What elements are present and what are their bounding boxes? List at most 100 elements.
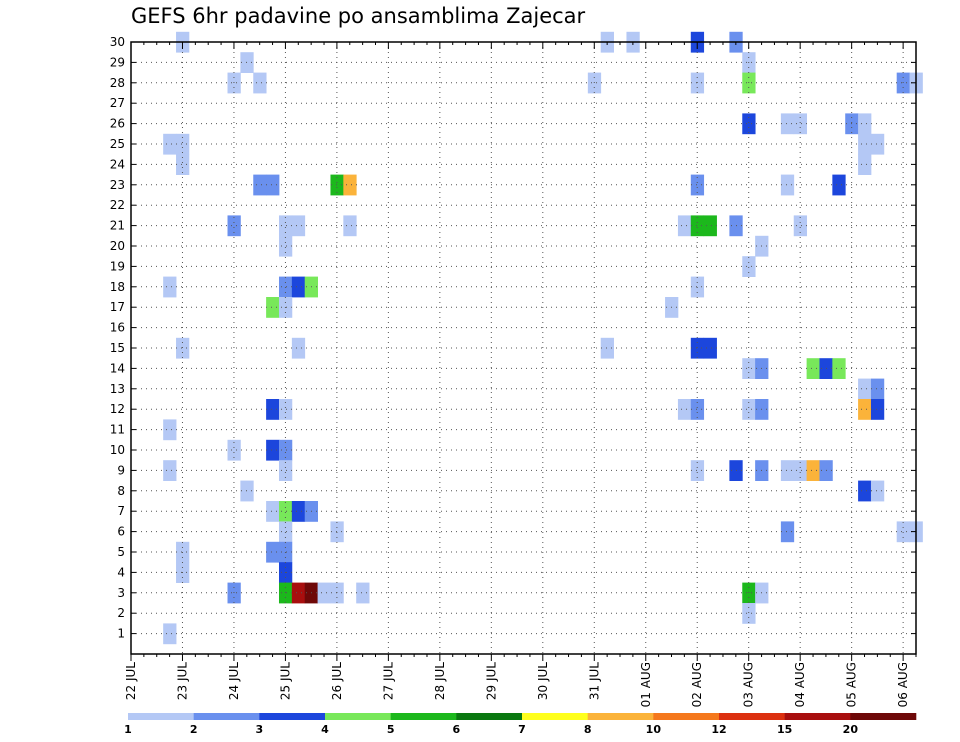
heatmap-cell [780, 113, 795, 135]
heatmap-cell [343, 174, 357, 196]
heatmap-cell [677, 399, 692, 420]
heatmap-cell [690, 174, 705, 196]
heatmap-cell [677, 215, 692, 237]
y-tick-label: 6 [117, 525, 125, 539]
heatmap-cell [330, 521, 344, 543]
x-tick-label: 26 JUL [330, 662, 344, 700]
legend-swatch [456, 713, 523, 720]
heatmap-cell [278, 460, 293, 481]
heatmap-cell [266, 501, 280, 522]
x-tick-label: 22 JUL [124, 662, 138, 700]
legend-label: 8 [584, 723, 592, 736]
heatmap-cell [870, 480, 885, 502]
legend-swatch [653, 713, 720, 720]
heatmap-cell [266, 399, 280, 420]
heatmap-cell [291, 582, 306, 604]
legend: 1 2 3 4 5 6 7 8 10 12 15 20 [124, 713, 917, 736]
x-axis: 22 JUL 23 JUL 24 JUL 25 JUL 26 JUL 27 JUL 28 J… [124, 42, 917, 707]
y-tick-label: 25 [110, 137, 125, 151]
heatmap-cell [858, 378, 872, 400]
legend-label: 6 [453, 723, 461, 736]
y-tick-label: 8 [117, 484, 125, 498]
legend-swatch [259, 713, 326, 720]
legend-label: 7 [518, 723, 526, 736]
heatmap-cell [793, 460, 808, 481]
heatmap-cell [600, 337, 614, 359]
heatmap-cell [253, 72, 267, 94]
heatmap-cell [742, 358, 756, 379]
y-tick-label: 18 [110, 280, 125, 294]
x-tick-label: 23 JUL [175, 662, 189, 700]
y-tick-label: 10 [110, 443, 125, 457]
y-tick-label: 19 [110, 259, 125, 273]
heatmap-cell [742, 256, 756, 277]
heatmap-cell [278, 215, 293, 237]
legend-label: 1 [124, 723, 132, 736]
y-tick-label: 13 [110, 382, 125, 396]
x-tick-label: 02 AUG [690, 662, 704, 707]
heatmap-cell [832, 174, 846, 196]
heatmap-cell [690, 337, 705, 359]
y-tick-label: 15 [110, 341, 125, 355]
heatmap-cell [793, 215, 808, 237]
heatmap-cell [703, 337, 717, 359]
heatmap-cell [858, 113, 872, 135]
heatmap-cell [163, 623, 177, 645]
heatmap-cell [793, 113, 808, 135]
heatmap-cell [870, 378, 885, 400]
heatmap-cell [317, 582, 331, 604]
legend-swatch [719, 713, 785, 720]
heatmap-cell [806, 358, 820, 379]
cells-layer [163, 31, 923, 645]
heatmap-cell [278, 439, 293, 461]
legend-label: 3 [256, 723, 264, 736]
heatmap-cell [278, 501, 293, 522]
heatmap-cell [858, 399, 872, 420]
y-tick-label: 4 [117, 565, 125, 579]
y-tick-label: 14 [110, 361, 125, 375]
legend-swatch [193, 713, 260, 720]
chart-title: GEFS 6hr padavine po ansamblima Zajecar [131, 4, 586, 28]
x-tick-label: 03 AUG [742, 662, 756, 707]
x-tick-label: 01 AUG [639, 662, 653, 707]
y-tick-label: 20 [110, 239, 125, 253]
y-tick-label: 30 [110, 35, 125, 49]
legend-swatch [784, 713, 851, 720]
heatmap-cell [227, 439, 241, 461]
legend-swatch [850, 713, 917, 720]
legend-label: 10 [646, 723, 662, 736]
y-tick-label: 7 [117, 504, 125, 518]
heatmap-cell [278, 235, 293, 257]
legend-swatch [325, 713, 391, 720]
heatmap-cell [356, 582, 370, 604]
heatmap-cell [163, 419, 177, 441]
heatmap-cell [266, 541, 280, 563]
y-tick-label: 2 [117, 606, 125, 620]
heatmap-cell [703, 215, 717, 237]
x-tick-label: 27 JUL [381, 662, 395, 700]
legend-label: 4 [321, 723, 329, 736]
heatmap-cell [163, 133, 177, 155]
y-tick-label: 11 [110, 423, 125, 437]
x-tick-label: 24 JUL [227, 662, 241, 700]
x-tick-label: 05 AUG [845, 662, 859, 707]
y-tick-label: 5 [117, 545, 125, 559]
heatmap-cell [227, 215, 241, 237]
heatmap-cell [266, 439, 280, 461]
heatmap-cell [742, 399, 756, 420]
heatmap-cell [291, 215, 306, 237]
heatmap-cell [870, 399, 885, 420]
heatmap-cell [832, 358, 846, 379]
legend-swatch [587, 713, 654, 720]
heatmap-cell [291, 501, 306, 522]
heatmap-cell [742, 113, 756, 135]
heatmap-cell [780, 174, 795, 196]
x-tick-label: 29 JUL [484, 662, 498, 700]
heatmap-cell [176, 337, 190, 359]
heatmap-cell [780, 521, 795, 543]
heatmap-cell [253, 174, 267, 196]
legend-label: 5 [387, 723, 395, 736]
legend-swatch [128, 713, 194, 720]
y-tick-label: 26 [110, 117, 125, 131]
